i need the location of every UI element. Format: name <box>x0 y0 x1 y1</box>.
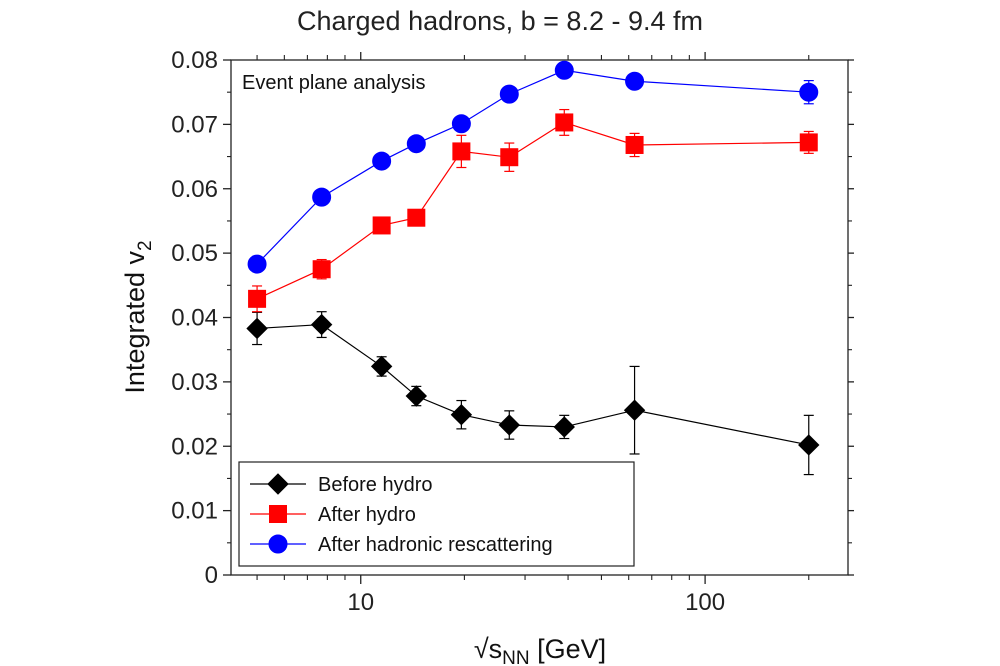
data-point <box>799 133 818 152</box>
ticks-layer: 0 0.01 0.02 0.03 0.04 0.05 0.06 0.07 0.08 10 100 <box>171 47 854 616</box>
data-point <box>407 208 426 227</box>
x-axis-title-unit: [GeV] <box>530 634 607 664</box>
y-tick-label: 0.07 <box>171 111 218 138</box>
series-after-hadronic-rescattering <box>247 60 819 274</box>
data-point <box>452 142 471 161</box>
series-before-hydro <box>246 311 820 476</box>
data-point <box>246 317 268 340</box>
data-point <box>248 289 267 308</box>
legend-entry: After hadronic rescattering <box>250 534 553 556</box>
legend-marker <box>267 473 289 495</box>
y-tick-label: 0.03 <box>171 369 218 396</box>
legend-marker <box>268 534 288 554</box>
data-point <box>625 135 644 154</box>
legend-marker <box>269 505 287 523</box>
x-tick-label: 100 <box>685 589 725 616</box>
y-tick-label: 0 <box>205 562 218 589</box>
series-after-hydro <box>248 108 818 313</box>
legend-entry: After hydro <box>250 504 416 526</box>
data-point <box>623 399 646 421</box>
y-tick-label: 0.06 <box>171 176 218 203</box>
data-point <box>370 355 393 378</box>
data-point <box>553 416 575 438</box>
series-line <box>256 121 809 300</box>
data-point <box>625 71 645 91</box>
data-point <box>555 113 574 132</box>
data-point <box>405 385 428 407</box>
data-point <box>372 216 391 235</box>
data-point <box>312 260 331 279</box>
data-point <box>406 134 426 154</box>
series-line <box>256 69 809 265</box>
data-point <box>798 434 820 456</box>
data-point <box>498 414 520 436</box>
series-line <box>257 323 809 446</box>
annotation-text: Event plane analysis <box>242 72 425 94</box>
x-tick-label: 10 <box>347 589 374 616</box>
legend-label: After hydro <box>318 504 416 526</box>
y-tick-label: 0.01 <box>171 498 218 525</box>
y-tick-label: 0.04 <box>171 305 218 332</box>
legend: Before hydro After hydro After hadronic re… <box>238 461 635 567</box>
chart-title: Charged hadrons, b = 8.2 - 9.4 fm <box>297 6 703 36</box>
data-point <box>499 84 519 104</box>
data-point <box>372 151 392 171</box>
y-axis-title-sub: 2 <box>135 240 156 251</box>
data-point <box>451 114 471 134</box>
legend-entry: Before hydro <box>250 473 433 496</box>
x-axis-title: √sNN [GeV] <box>474 634 606 666</box>
x-axis-title-main: √s <box>474 634 502 664</box>
legend-label: After hadronic rescattering <box>318 534 553 556</box>
x-axis-title-sub: NN <box>502 648 529 666</box>
data-point <box>799 82 819 102</box>
data-point <box>554 60 574 80</box>
data-point <box>450 403 473 426</box>
data-point <box>312 187 332 207</box>
y-tick-label: 0.02 <box>171 433 218 460</box>
legend-label: Before hydro <box>318 474 433 496</box>
data-point <box>310 313 333 336</box>
data-point <box>247 254 267 274</box>
y-axis-title-main: Integrated v <box>120 250 150 393</box>
y-tick-label: 0.05 <box>171 240 218 267</box>
data-point <box>500 148 519 167</box>
series-layer <box>246 60 820 476</box>
y-tick-label: 0.08 <box>171 47 218 74</box>
y-axis-title: Integrated v2 <box>120 240 156 393</box>
